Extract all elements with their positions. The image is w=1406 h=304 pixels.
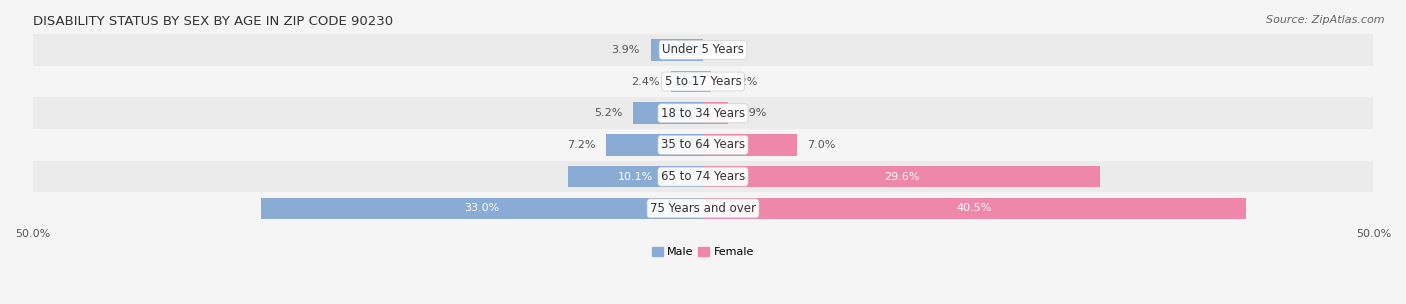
Text: 65 to 74 Years: 65 to 74 Years <box>661 170 745 183</box>
Bar <box>703 166 1099 187</box>
Text: 5 to 17 Years: 5 to 17 Years <box>665 75 741 88</box>
Text: 2.4%: 2.4% <box>631 77 659 87</box>
Text: 7.0%: 7.0% <box>807 140 837 150</box>
Text: 18 to 34 Years: 18 to 34 Years <box>661 107 745 120</box>
Bar <box>32 161 1374 192</box>
Bar <box>606 134 703 156</box>
Bar <box>703 198 1246 219</box>
Bar <box>703 102 728 124</box>
Bar <box>32 129 1374 161</box>
Bar <box>32 97 1374 129</box>
Text: Under 5 Years: Under 5 Years <box>662 43 744 56</box>
Text: 75 Years and over: 75 Years and over <box>650 202 756 215</box>
Bar <box>32 192 1374 224</box>
Text: 40.5%: 40.5% <box>957 203 993 213</box>
Text: 33.0%: 33.0% <box>464 203 499 213</box>
Bar <box>32 66 1374 97</box>
Text: 0.62%: 0.62% <box>723 77 758 87</box>
Bar <box>703 134 797 156</box>
Text: Source: ZipAtlas.com: Source: ZipAtlas.com <box>1267 15 1385 25</box>
Text: 29.6%: 29.6% <box>884 172 920 181</box>
Bar <box>651 39 703 60</box>
Bar <box>32 34 1374 66</box>
Text: 0.0%: 0.0% <box>714 45 742 55</box>
Text: DISABILITY STATUS BY SEX BY AGE IN ZIP CODE 90230: DISABILITY STATUS BY SEX BY AGE IN ZIP C… <box>32 15 392 28</box>
Text: 7.2%: 7.2% <box>567 140 596 150</box>
Bar <box>260 198 703 219</box>
Text: 35 to 64 Years: 35 to 64 Years <box>661 138 745 151</box>
Text: 3.9%: 3.9% <box>612 45 640 55</box>
Text: 5.2%: 5.2% <box>595 108 623 118</box>
Bar <box>703 71 711 92</box>
Text: 1.9%: 1.9% <box>740 108 768 118</box>
Text: 10.1%: 10.1% <box>617 172 652 181</box>
Bar <box>671 71 703 92</box>
Bar <box>568 166 703 187</box>
Bar <box>633 102 703 124</box>
Legend: Male, Female: Male, Female <box>647 242 759 261</box>
